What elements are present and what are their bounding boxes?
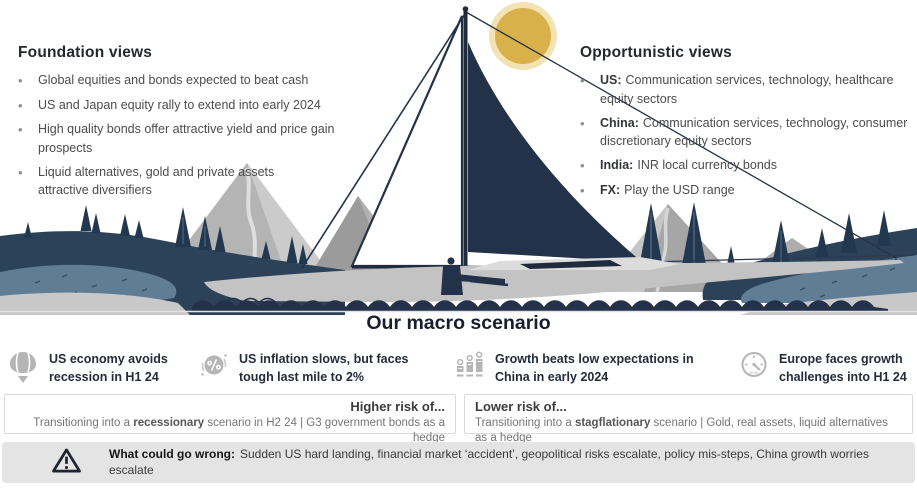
sailor-figure (441, 252, 509, 295)
warning-icon (52, 447, 81, 479)
gauge-icon: RISK (740, 351, 768, 384)
higher-risk-text: Transitioning into a recessionary scenar… (33, 416, 445, 445)
bar-chart-icon (456, 351, 484, 384)
list-item: India:INR local currency bonds (580, 156, 912, 176)
macro-item-china-growth: Growth beats low expectations in China i… (456, 350, 700, 386)
lower-risk-title: Lower risk of... (475, 399, 567, 414)
water-waves (0, 297, 917, 313)
macro-item-europe-growth: RISK Europe faces growth challenges into… (740, 350, 917, 386)
cabin-window (520, 260, 622, 269)
lower-risk-box: Lower risk of... Transitioning into a st… (464, 394, 913, 444)
foundation-views-section: Foundation views Global equities and bon… (18, 44, 348, 205)
higher-risk-title: Higher risk of... (350, 399, 445, 414)
macro-item-us-inflation: US inflation slows, but faces tough last… (200, 350, 434, 386)
higher-risk-box: Higher risk of... Transitioning into a r… (4, 394, 456, 444)
sailboat-scene-illustration (0, 2, 917, 315)
list-item: China:Communication services, technology… (580, 114, 912, 152)
main-sail (468, 42, 642, 262)
foundation-views-title: Foundation views (18, 44, 153, 61)
pine-trees-right (638, 202, 891, 273)
list-item: US:Communication services, technology, h… (580, 71, 912, 109)
opportunistic-views-section: Opportunistic views US:Communication ser… (580, 44, 912, 205)
list-item: FX:Play the USD range (580, 181, 912, 201)
warning-banner: What could go wrong: Sudden US hard landi… (2, 442, 915, 483)
sun-icon (489, 2, 557, 70)
list-item: High quality bonds offer attractive yiel… (18, 120, 348, 158)
sailboat (204, 6, 915, 302)
stern-rail (647, 254, 915, 263)
foundation-views-list: Global equities and bonds expected to be… (18, 71, 348, 200)
macro-item-us-economy: US economy avoids recession in H1 24 (8, 350, 194, 389)
warning-text: What could go wrong: Sudden US hard landi… (109, 446, 869, 477)
pine-trees-left (24, 205, 308, 264)
forestay-line (301, 11, 467, 269)
list-item: US and Japan equity rally to extend into… (18, 96, 348, 116)
macro-scenario-title: Our macro scenario (366, 312, 551, 334)
balloon-icon (8, 351, 38, 389)
hull (204, 260, 904, 302)
opportunistic-views-title: Opportunistic views (580, 44, 732, 61)
lower-risk-text: Transitioning into a stagflationary scen… (475, 416, 888, 445)
list-item: Global equities and bonds expected to be… (18, 71, 348, 91)
mast (463, 8, 468, 270)
list-item: Liquid alternatives, gold and private as… (18, 163, 348, 201)
gauge-risk-label: RISK (749, 370, 759, 375)
percent-icon (200, 351, 228, 384)
opportunistic-views-list: US:Communication services, technology, h… (580, 71, 912, 200)
jib-sail (350, 15, 464, 268)
